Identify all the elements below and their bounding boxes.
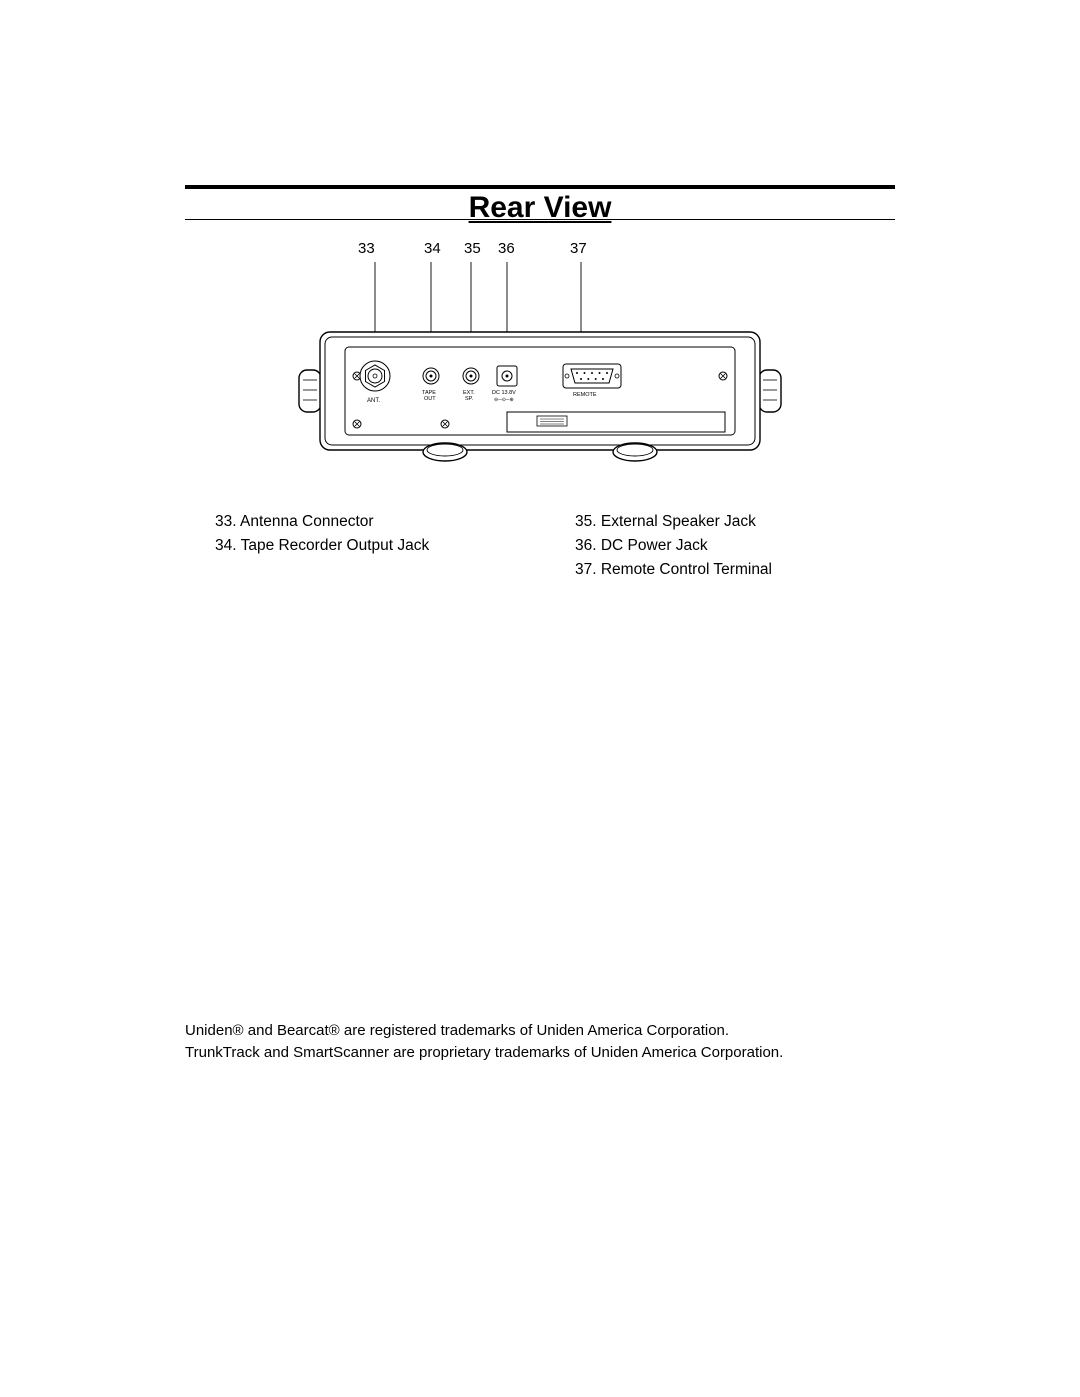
legend-item-37: 37. Remote Control Terminal bbox=[575, 558, 895, 582]
svg-text:REMOTE: REMOTE bbox=[573, 392, 597, 398]
callout-33: 33 bbox=[358, 240, 375, 257]
svg-text:⊖─⊙─⊕: ⊖─⊙─⊕ bbox=[494, 397, 514, 403]
title-rule-top bbox=[185, 185, 895, 189]
footer-line-2: TrunkTrack and SmartScanner are propriet… bbox=[185, 1042, 895, 1064]
svg-text:ANT.: ANT. bbox=[367, 398, 380, 404]
svg-text:DC 13.8V: DC 13.8V bbox=[492, 390, 516, 396]
footer-block: Uniden® and Bearcat® are registered trad… bbox=[185, 1020, 895, 1064]
callout-36: 36 bbox=[498, 240, 515, 257]
legend-left-col: 33. Antenna Connector 34. Tape Recorder … bbox=[215, 510, 535, 582]
legend-item-35: 35. External Speaker Jack bbox=[575, 510, 895, 534]
legend-item-34: 34. Tape Recorder Output Jack bbox=[215, 534, 535, 558]
title-block: Rear View bbox=[185, 185, 895, 220]
legend-right-col: 35. External Speaker Jack 36. DC Power J… bbox=[575, 510, 895, 582]
callout-34: 34 bbox=[424, 240, 441, 257]
legend-block: 33. Antenna Connector 34. Tape Recorder … bbox=[215, 510, 895, 582]
page-content: Rear View 33 34 35 36 37 ANT.TAPEOUTEXT.… bbox=[185, 185, 895, 582]
svg-text:SP.: SP. bbox=[465, 396, 474, 402]
legend-item-36: 36. DC Power Jack bbox=[575, 534, 895, 558]
svg-text:OUT: OUT bbox=[424, 396, 436, 402]
callout-37: 37 bbox=[570, 240, 587, 257]
rear-view-diagram: ANT.TAPEOUTEXT.SP.DC 13.8V⊖─⊙─⊕REMOTE bbox=[285, 262, 795, 472]
callout-35: 35 bbox=[464, 240, 481, 257]
footer-line-1: Uniden® and Bearcat® are registered trad… bbox=[185, 1020, 895, 1042]
legend-item-33: 33. Antenna Connector bbox=[215, 510, 535, 534]
diagram-area: 33 34 35 36 37 ANT.TAPEOUTEXT.SP.DC 13.8… bbox=[185, 240, 895, 480]
